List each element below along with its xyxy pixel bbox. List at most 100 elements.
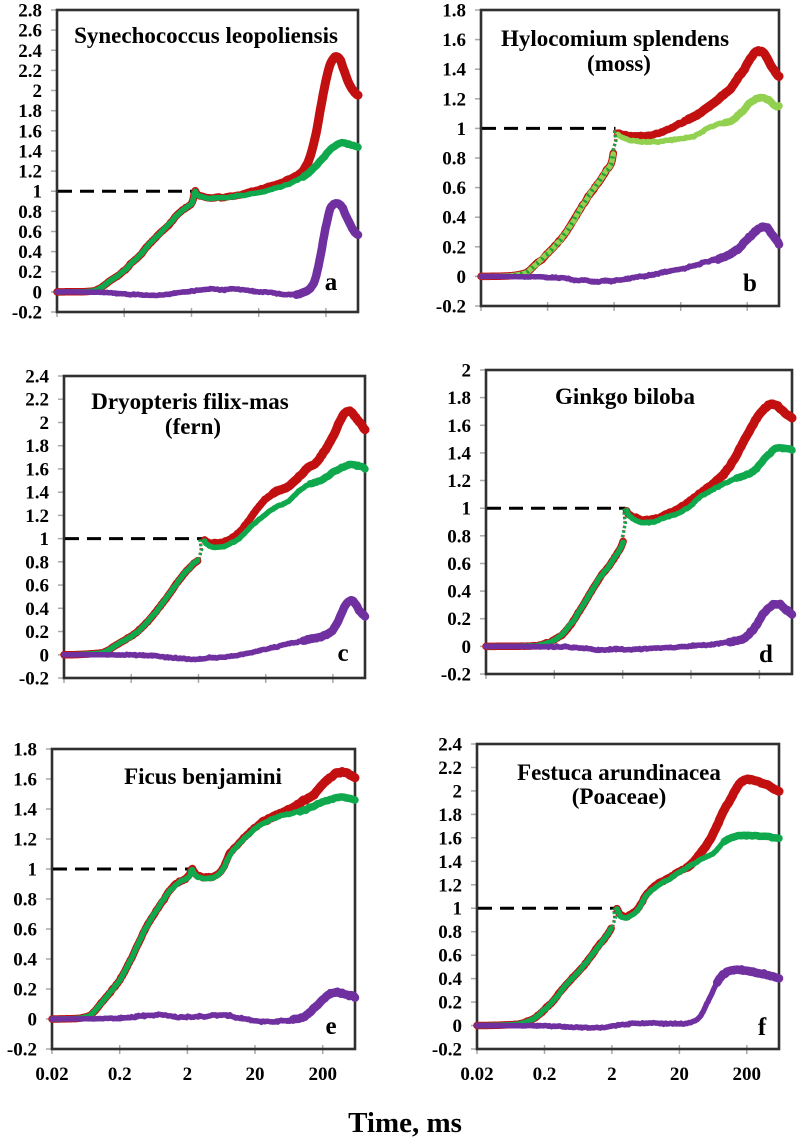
svg-text:0.6: 0.6 xyxy=(438,946,462,967)
svg-text:e: e xyxy=(325,1013,336,1040)
svg-text:Festuca arundinacea: Festuca arundinacea xyxy=(517,760,721,785)
svg-text:2: 2 xyxy=(183,1064,193,1085)
svg-text:0: 0 xyxy=(33,282,43,303)
svg-text:0.6: 0.6 xyxy=(25,576,49,597)
svg-text:0.8: 0.8 xyxy=(25,552,49,573)
svg-text:0.2: 0.2 xyxy=(438,993,462,1014)
svg-text:0.4: 0.4 xyxy=(442,208,466,229)
svg-text:Ginkgo biloba: Ginkgo biloba xyxy=(555,384,695,409)
svg-text:1.4: 1.4 xyxy=(442,60,466,81)
svg-text:0.8: 0.8 xyxy=(18,202,42,223)
svg-text:0.4: 0.4 xyxy=(25,599,49,620)
svg-text:Time, ms: Time, ms xyxy=(348,1107,462,1139)
svg-text:1.2: 1.2 xyxy=(18,162,42,183)
svg-text:0.4: 0.4 xyxy=(13,950,37,971)
svg-text:200: 200 xyxy=(308,1064,337,1085)
svg-text:1: 1 xyxy=(453,899,463,920)
svg-text:Dryopteris filix-mas: Dryopteris filix-mas xyxy=(91,389,288,414)
svg-text:0: 0 xyxy=(28,1010,38,1031)
svg-text:2.8: 2.8 xyxy=(18,1,42,22)
svg-text:0.4: 0.4 xyxy=(447,582,471,603)
svg-text:-0.2: -0.2 xyxy=(7,1040,37,1061)
svg-text:1: 1 xyxy=(462,499,472,520)
svg-text:1: 1 xyxy=(28,860,38,881)
svg-text:0: 0 xyxy=(40,645,50,666)
svg-text:1: 1 xyxy=(457,119,467,140)
svg-text:200: 200 xyxy=(733,1064,762,1085)
svg-text:2.4: 2.4 xyxy=(18,41,42,62)
svg-text:2.4: 2.4 xyxy=(25,367,49,388)
svg-text:2.2: 2.2 xyxy=(18,61,42,82)
svg-text:2.2: 2.2 xyxy=(438,758,462,779)
svg-text:1.4: 1.4 xyxy=(18,141,42,162)
svg-text:2: 2 xyxy=(462,361,472,382)
svg-text:Hylocomium splendens: Hylocomium splendens xyxy=(501,26,729,51)
svg-text:0: 0 xyxy=(462,637,472,658)
svg-text:20: 20 xyxy=(246,1064,265,1085)
svg-text:1.6: 1.6 xyxy=(13,770,37,791)
svg-text:0.6: 0.6 xyxy=(442,178,466,199)
svg-text:-0.2: -0.2 xyxy=(12,303,42,324)
svg-text:1.2: 1.2 xyxy=(13,830,37,851)
svg-text:0.2: 0.2 xyxy=(533,1064,557,1085)
svg-text:0.8: 0.8 xyxy=(447,526,471,547)
svg-text:0.6: 0.6 xyxy=(18,222,42,243)
svg-text:1.8: 1.8 xyxy=(438,805,462,826)
svg-text:1.6: 1.6 xyxy=(18,121,42,142)
svg-text:Synechococcus leopoliensis: Synechococcus leopoliensis xyxy=(74,23,338,48)
svg-text:1.6: 1.6 xyxy=(447,416,471,437)
svg-text:1.8: 1.8 xyxy=(25,436,49,457)
svg-text:f: f xyxy=(758,1014,767,1041)
svg-text:2: 2 xyxy=(40,413,50,434)
svg-text:1.2: 1.2 xyxy=(25,506,49,527)
svg-text:1.6: 1.6 xyxy=(25,459,49,480)
svg-text:-0.2: -0.2 xyxy=(432,1040,462,1061)
svg-text:-0.2: -0.2 xyxy=(436,297,466,318)
svg-text:1.4: 1.4 xyxy=(25,483,49,504)
svg-text:Ficus benjamini: Ficus benjamini xyxy=(124,764,282,789)
svg-text:b: b xyxy=(743,270,757,297)
svg-text:20: 20 xyxy=(670,1064,689,1085)
svg-text:d: d xyxy=(759,641,773,668)
svg-text:(Poaceae): (Poaceae) xyxy=(572,784,667,809)
svg-text:0.02: 0.02 xyxy=(35,1064,68,1085)
svg-text:0.6: 0.6 xyxy=(447,554,471,575)
svg-text:2: 2 xyxy=(607,1064,617,1085)
svg-text:1.6: 1.6 xyxy=(442,30,466,51)
svg-text:-0.2: -0.2 xyxy=(441,665,471,686)
svg-text:1: 1 xyxy=(33,182,43,203)
svg-text:2.2: 2.2 xyxy=(25,390,49,411)
svg-text:1.6: 1.6 xyxy=(438,828,462,849)
svg-text:2: 2 xyxy=(33,81,43,102)
svg-text:1.4: 1.4 xyxy=(447,443,471,464)
svg-text:0: 0 xyxy=(453,1016,463,1037)
svg-text:2.4: 2.4 xyxy=(438,735,462,756)
svg-text:2: 2 xyxy=(453,781,463,802)
svg-text:0.8: 0.8 xyxy=(442,149,466,170)
svg-text:2.6: 2.6 xyxy=(18,21,42,42)
svg-text:1.4: 1.4 xyxy=(438,852,462,873)
svg-text:1.2: 1.2 xyxy=(442,89,466,110)
svg-text:(fern): (fern) xyxy=(165,414,221,439)
svg-text:0.2: 0.2 xyxy=(108,1064,132,1085)
svg-text:0.2: 0.2 xyxy=(25,622,49,643)
svg-text:0.6: 0.6 xyxy=(13,920,37,941)
svg-text:1.2: 1.2 xyxy=(447,471,471,492)
svg-text:1.8: 1.8 xyxy=(13,740,37,761)
svg-text:1.4: 1.4 xyxy=(13,800,37,821)
svg-text:0.02: 0.02 xyxy=(460,1064,493,1085)
svg-text:0.8: 0.8 xyxy=(13,890,37,911)
svg-text:0.2: 0.2 xyxy=(18,262,42,283)
svg-text:0.4: 0.4 xyxy=(438,969,462,990)
svg-text:0: 0 xyxy=(457,267,467,288)
svg-text:0.2: 0.2 xyxy=(13,980,37,1001)
svg-text:0.2: 0.2 xyxy=(447,609,471,630)
svg-text:1.8: 1.8 xyxy=(442,1,466,22)
svg-text:1.8: 1.8 xyxy=(18,101,42,122)
svg-text:1.8: 1.8 xyxy=(447,388,471,409)
svg-text:1.2: 1.2 xyxy=(438,875,462,896)
svg-text:c: c xyxy=(337,640,348,667)
svg-text:1: 1 xyxy=(40,529,50,550)
svg-text:0.2: 0.2 xyxy=(442,237,466,258)
svg-text:(moss): (moss) xyxy=(587,51,651,76)
